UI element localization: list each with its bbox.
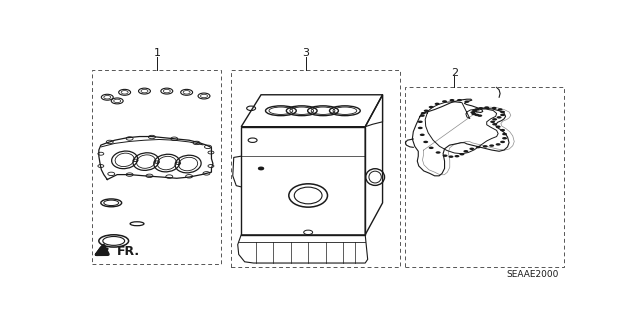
Circle shape — [500, 114, 505, 116]
Circle shape — [472, 110, 477, 112]
Circle shape — [500, 141, 505, 143]
Circle shape — [449, 99, 454, 101]
Circle shape — [484, 106, 489, 109]
Circle shape — [454, 155, 460, 157]
Text: FR.: FR. — [117, 246, 140, 258]
Circle shape — [483, 145, 488, 148]
Text: 1: 1 — [154, 48, 161, 58]
Circle shape — [443, 154, 447, 157]
Circle shape — [420, 112, 426, 115]
Circle shape — [423, 141, 428, 143]
Circle shape — [490, 121, 495, 123]
Circle shape — [492, 123, 497, 125]
Circle shape — [457, 99, 462, 101]
Circle shape — [424, 109, 429, 112]
Circle shape — [498, 108, 502, 111]
Circle shape — [429, 147, 434, 149]
Circle shape — [436, 151, 440, 154]
Circle shape — [420, 134, 425, 136]
Circle shape — [489, 145, 494, 147]
Circle shape — [492, 118, 497, 121]
Circle shape — [497, 116, 502, 119]
Circle shape — [465, 100, 469, 103]
Circle shape — [463, 150, 468, 152]
Circle shape — [449, 155, 454, 158]
Circle shape — [502, 137, 507, 139]
Circle shape — [420, 115, 425, 117]
Circle shape — [495, 125, 500, 128]
Circle shape — [492, 107, 497, 109]
Circle shape — [442, 100, 447, 103]
Circle shape — [474, 108, 479, 111]
Circle shape — [477, 115, 483, 117]
Circle shape — [500, 111, 505, 113]
Circle shape — [418, 127, 423, 129]
Circle shape — [259, 167, 264, 170]
Circle shape — [435, 103, 440, 105]
Circle shape — [495, 143, 500, 145]
Circle shape — [469, 148, 474, 150]
Circle shape — [418, 121, 423, 123]
Circle shape — [470, 111, 476, 114]
Circle shape — [471, 113, 476, 115]
Text: SEAAE2000: SEAAE2000 — [506, 270, 559, 279]
Circle shape — [429, 106, 434, 108]
Text: 2: 2 — [451, 68, 458, 78]
Circle shape — [502, 133, 507, 135]
Circle shape — [460, 153, 465, 155]
Circle shape — [474, 114, 479, 116]
Text: 3: 3 — [302, 48, 309, 58]
Circle shape — [476, 146, 481, 148]
Circle shape — [478, 107, 483, 109]
Circle shape — [500, 129, 505, 131]
